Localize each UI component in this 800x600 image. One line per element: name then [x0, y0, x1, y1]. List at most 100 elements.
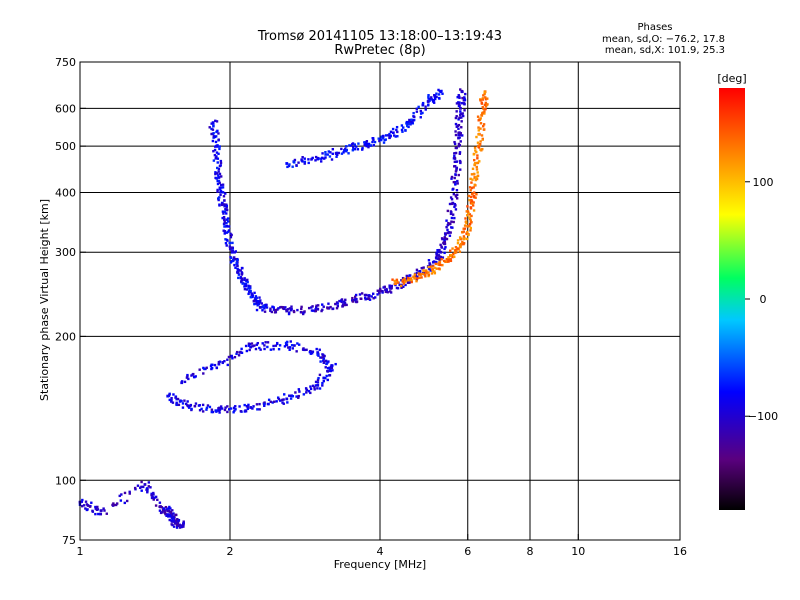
y-tick-label: 400: [55, 186, 76, 199]
data-point: [243, 403, 246, 407]
data-point: [322, 305, 325, 308]
data-point: [479, 117, 482, 120]
data-point: [140, 480, 143, 484]
data-point: [474, 149, 477, 152]
data-point: [194, 402, 198, 405]
data-point: [456, 179, 459, 183]
data-point: [82, 504, 86, 507]
data-point: [459, 168, 462, 171]
data-point: [97, 512, 100, 516]
data-point: [453, 142, 457, 146]
data-point: [433, 260, 437, 264]
data-points: [78, 88, 489, 529]
data-point: [471, 202, 474, 205]
data-point: [211, 139, 215, 143]
data-point: [458, 159, 462, 163]
data-point: [422, 269, 425, 272]
data-point: [217, 138, 220, 141]
data-point: [288, 394, 291, 397]
data-point: [351, 142, 355, 145]
data-point: [361, 148, 364, 151]
data-point: [472, 186, 475, 189]
data-point: [316, 381, 320, 384]
data-point: [357, 142, 360, 145]
data-point: [458, 236, 462, 239]
data-point: [477, 119, 480, 122]
data-point: [408, 274, 411, 277]
data-point: [383, 285, 386, 288]
data-point: [244, 409, 247, 412]
data-point: [468, 186, 472, 189]
data-point: [214, 140, 218, 144]
data-point: [225, 208, 229, 212]
data-point: [371, 137, 374, 140]
y-tick-label: 500: [55, 140, 76, 153]
data-point: [340, 152, 344, 155]
data-point: [412, 275, 415, 278]
data-point: [460, 116, 463, 119]
data-point: [323, 360, 326, 363]
data-point: [154, 495, 158, 499]
data-point: [165, 514, 168, 517]
data-point: [214, 172, 217, 176]
data-point: [237, 273, 241, 276]
data-point: [277, 397, 281, 401]
data-point: [221, 183, 225, 186]
x-axis-label: Frequency [MHz]: [334, 558, 426, 571]
data-point: [479, 127, 482, 130]
data-point: [153, 496, 156, 499]
data-point: [225, 221, 228, 225]
data-point: [459, 88, 462, 91]
data-point: [480, 113, 484, 117]
data-point: [287, 312, 291, 316]
data-point: [240, 351, 244, 354]
data-point: [272, 348, 275, 351]
data-point: [479, 99, 482, 102]
data-point: [453, 251, 457, 254]
data-point: [152, 491, 155, 495]
data-point: [274, 310, 278, 314]
data-point: [180, 380, 184, 383]
data-point: [470, 186, 474, 190]
data-point: [236, 264, 239, 267]
data-point: [449, 231, 452, 234]
data-point: [454, 173, 457, 176]
data-point: [388, 132, 391, 136]
data-point: [231, 241, 234, 245]
data-point: [115, 502, 119, 505]
data-point: [351, 296, 354, 300]
data-point: [228, 247, 232, 251]
data-point: [217, 132, 220, 135]
data-point: [300, 307, 303, 311]
data-point: [225, 244, 228, 247]
data-point: [484, 96, 487, 99]
data-point: [308, 350, 312, 354]
data-point: [227, 355, 231, 359]
data-point: [215, 366, 218, 369]
data-point: [407, 278, 410, 282]
data-point: [424, 108, 427, 111]
data-point: [240, 277, 244, 280]
data-point: [469, 189, 472, 192]
data-point: [457, 104, 461, 108]
data-point: [224, 241, 228, 245]
data-point: [297, 343, 301, 346]
data-point: [316, 353, 319, 356]
data-point: [427, 267, 431, 270]
data-point: [458, 133, 462, 136]
data-point: [221, 186, 225, 189]
data-point: [340, 298, 344, 301]
data-point: [219, 405, 223, 408]
data-point: [417, 105, 420, 109]
data-point: [438, 255, 441, 258]
data-point: [472, 194, 475, 198]
data-point: [454, 248, 457, 252]
data-point: [468, 198, 471, 202]
data-point: [330, 158, 334, 161]
data-point: [218, 411, 221, 414]
data-point: [241, 266, 244, 270]
data-point: [180, 525, 184, 529]
data-point: [214, 119, 217, 123]
data-point: [302, 347, 305, 350]
data-point: [215, 120, 219, 123]
